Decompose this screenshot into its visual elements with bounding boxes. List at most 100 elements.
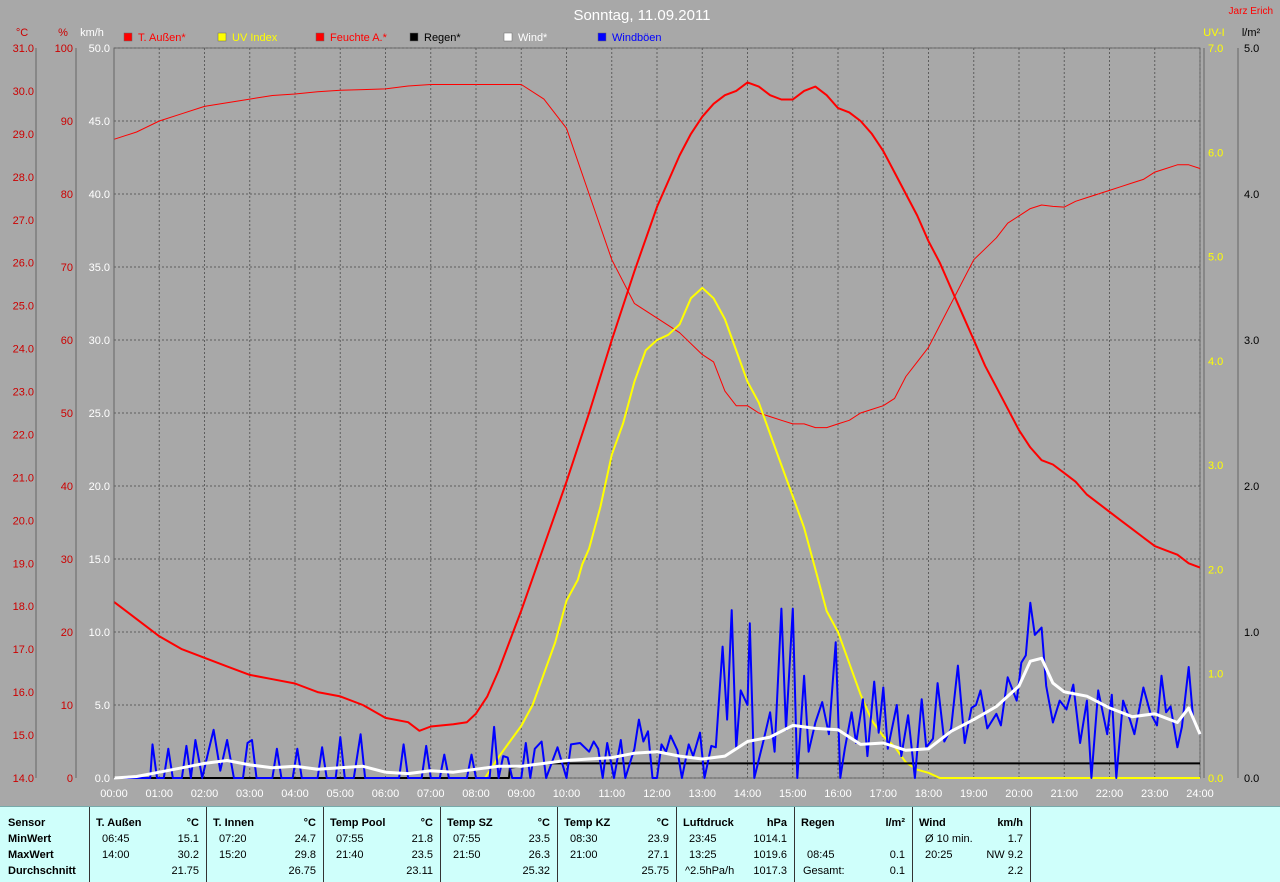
humidity-tick-label: 0: [67, 773, 73, 785]
stats-max-time: 15:20: [219, 849, 247, 861]
stats-column: Regen l/m² 08:45 0.1 Gesamt: 0.1: [794, 807, 913, 882]
temp-tick-label: 28.0: [13, 172, 34, 184]
stats-min-time: 08:30: [570, 833, 598, 845]
stats-max-value: NW 9.2: [986, 849, 1023, 861]
stats-avg-value: 25.32: [522, 865, 550, 877]
temp-tick-label: 18.0: [13, 601, 34, 613]
stats-min-value: 24.7: [294, 833, 316, 845]
temp-tick-label: 26.0: [13, 258, 34, 270]
time-tick-label: 16:00: [824, 788, 852, 800]
uv-tick-label: 0.0: [1208, 773, 1223, 785]
stats-max-value: 29.8: [294, 849, 316, 861]
temp-tick-label: 25.0: [13, 301, 34, 313]
stats-column: T. Außen °C 06:45 15.1 14:00 30.2 21.75: [89, 807, 207, 882]
stats-sensor-name: T. Innen: [213, 817, 254, 829]
rain-tick-label: 2.0: [1244, 481, 1259, 493]
time-tick-label: 03:00: [236, 788, 264, 800]
stats-min-time: 07:20: [219, 833, 247, 845]
humidity-tick-label: 90: [61, 116, 73, 128]
time-tick-label: 21:00: [1050, 788, 1078, 800]
series-line-uv: [114, 286, 1200, 779]
wind-tick-label: 40.0: [89, 189, 110, 201]
row-label-sensor: Sensor: [8, 817, 46, 829]
stats-unit: °C: [303, 817, 316, 829]
time-tick-label: 01:00: [145, 788, 173, 800]
wind-tick-label: 5.0: [95, 700, 110, 712]
legend-label: Wind*: [518, 32, 548, 44]
stats-min-time: 06:45: [102, 833, 130, 845]
wind-tick-label: 10.0: [89, 627, 110, 639]
stats-min-value: 23.5: [528, 833, 550, 845]
wind-tick-label: 35.0: [89, 262, 110, 274]
time-tick-label: 24:00: [1186, 788, 1214, 800]
humidity-tick-label: 100: [55, 43, 73, 55]
stats-unit: hPa: [766, 817, 787, 829]
stats-max-value: 27.1: [647, 849, 669, 861]
stats-min-value: 23.9: [647, 833, 669, 845]
temp-tick-label: 19.0: [13, 558, 34, 570]
stats-max-time: 14:00: [102, 849, 130, 861]
rain-tick-label: 5.0: [1244, 43, 1259, 55]
row-label-max: MaxWert: [8, 849, 54, 861]
time-tick-label: 23:00: [1141, 788, 1169, 800]
humidity-axis-unit: %: [58, 27, 68, 39]
stats-min-time: 23:45: [689, 833, 717, 845]
stats-column: Wind km/h Ø 10 min. 1.7 20:25 NW 9.2 2.2: [912, 807, 1031, 882]
wind-tick-label: 50.0: [89, 43, 110, 55]
temp-tick-label: 24.0: [13, 344, 34, 356]
stats-unit: °C: [186, 817, 199, 829]
stats-unit: °C: [656, 817, 669, 829]
temp-tick-label: 15.0: [13, 730, 34, 742]
time-tick-label: 13:00: [688, 788, 716, 800]
uv-tick-label: 2.0: [1208, 564, 1223, 576]
wind-tick-label: 45.0: [89, 116, 110, 128]
humidity-tick-label: 40: [61, 481, 73, 493]
legend-swatch: [123, 32, 133, 42]
time-tick-label: 19:00: [960, 788, 988, 800]
stats-unit: l/m²: [885, 817, 905, 829]
time-tick-label: 20:00: [1005, 788, 1033, 800]
time-tick-label: 06:00: [372, 788, 400, 800]
row-label-min: MinWert: [8, 833, 52, 845]
stats-unit: °C: [420, 817, 433, 829]
humidity-tick-label: 20: [61, 627, 73, 639]
uv-tick-label: 1.0: [1208, 669, 1223, 681]
series-line-temp: [113, 81, 1201, 732]
stats-max-value: 23.5: [411, 849, 433, 861]
uv-axis-unit: UV-I: [1203, 27, 1224, 39]
legend-swatch: [217, 32, 227, 42]
time-tick-label: 07:00: [417, 788, 445, 800]
legend-swatch: [409, 32, 419, 42]
uv-tick-label: 6.0: [1208, 147, 1223, 159]
legend-swatch: [597, 32, 607, 42]
stats-max-time: 21:50: [453, 849, 481, 861]
stats-min-time: Ø 10 min.: [925, 833, 973, 845]
time-tick-label: 14:00: [734, 788, 762, 800]
stats-sensor-name: Luftdruck: [683, 817, 734, 829]
time-tick-label: 12:00: [643, 788, 671, 800]
stats-sensor-name: Wind: [919, 817, 946, 829]
stats-sensor-name: Temp Pool: [330, 817, 386, 829]
time-tick-label: 08:00: [462, 788, 490, 800]
legend-swatch: [503, 32, 513, 42]
stats-max-time: 21:00: [570, 849, 598, 861]
stats-max-time: 21:40: [336, 849, 364, 861]
stats-max-value: 30.2: [177, 849, 199, 861]
temp-tick-label: 27.0: [13, 215, 34, 227]
legend-label: Feuchte A.*: [330, 32, 388, 44]
row-label-avg: Durchschnitt: [8, 865, 76, 877]
stats-avg-value: 26.75: [288, 865, 316, 877]
time-tick-label: 17:00: [869, 788, 897, 800]
stats-row-labels: Sensor MinWert MaxWert Durchschnitt: [0, 807, 89, 882]
stats-min-time: 07:55: [336, 833, 364, 845]
legend-label: Regen*: [424, 32, 461, 44]
stats-avg-value: 25.75: [641, 865, 669, 877]
time-tick-label: 11:00: [598, 788, 625, 800]
uv-tick-label: 5.0: [1208, 252, 1223, 264]
legend-label: Windböen: [612, 32, 662, 44]
wind-tick-label: 20.0: [89, 481, 110, 493]
stats-avg-label: Gesamt:: [803, 865, 845, 877]
temp-tick-label: 30.0: [13, 86, 34, 98]
stats-max-time: 20:25: [925, 849, 953, 861]
rain-tick-label: 0.0: [1244, 773, 1259, 785]
